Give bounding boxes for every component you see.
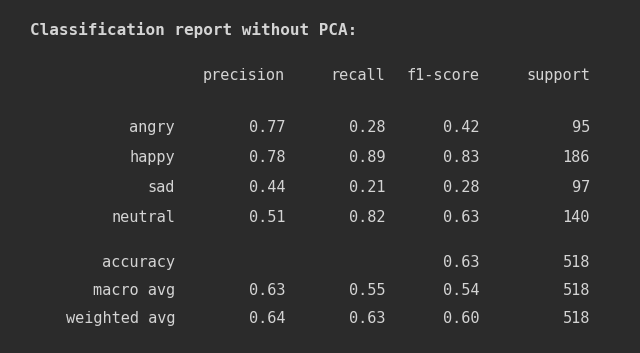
- Text: 0.63: 0.63: [248, 283, 285, 298]
- Text: macro avg: macro avg: [93, 283, 175, 298]
- Text: 0.64: 0.64: [248, 311, 285, 326]
- Text: 0.42: 0.42: [444, 120, 480, 135]
- Text: recall: recall: [330, 68, 385, 83]
- Text: angry: angry: [129, 120, 175, 135]
- Text: 0.63: 0.63: [444, 255, 480, 270]
- Text: neutral: neutral: [111, 210, 175, 225]
- Text: 0.77: 0.77: [248, 120, 285, 135]
- Text: f1-score: f1-score: [407, 68, 480, 83]
- Text: 518: 518: [563, 283, 590, 298]
- Text: happy: happy: [129, 150, 175, 165]
- Text: support: support: [526, 68, 590, 83]
- Text: 0.44: 0.44: [248, 180, 285, 195]
- Text: 0.89: 0.89: [349, 150, 385, 165]
- Text: 140: 140: [563, 210, 590, 225]
- Text: 0.63: 0.63: [444, 210, 480, 225]
- Text: 518: 518: [563, 311, 590, 326]
- Text: 0.78: 0.78: [248, 150, 285, 165]
- Text: 0.63: 0.63: [349, 311, 385, 326]
- Text: 0.60: 0.60: [444, 311, 480, 326]
- Text: 0.55: 0.55: [349, 283, 385, 298]
- Text: 0.21: 0.21: [349, 180, 385, 195]
- Text: 0.54: 0.54: [444, 283, 480, 298]
- Text: sad: sad: [148, 180, 175, 195]
- Text: 0.28: 0.28: [349, 120, 385, 135]
- Text: 0.83: 0.83: [444, 150, 480, 165]
- Text: 97: 97: [572, 180, 590, 195]
- Text: precision: precision: [203, 68, 285, 83]
- Text: 95: 95: [572, 120, 590, 135]
- Text: 0.51: 0.51: [248, 210, 285, 225]
- Text: 0.82: 0.82: [349, 210, 385, 225]
- Text: 186: 186: [563, 150, 590, 165]
- Text: 0.28: 0.28: [444, 180, 480, 195]
- Text: accuracy: accuracy: [102, 255, 175, 270]
- Text: weighted avg: weighted avg: [65, 311, 175, 326]
- Text: Classification report without PCA:: Classification report without PCA:: [30, 22, 357, 38]
- Text: 518: 518: [563, 255, 590, 270]
